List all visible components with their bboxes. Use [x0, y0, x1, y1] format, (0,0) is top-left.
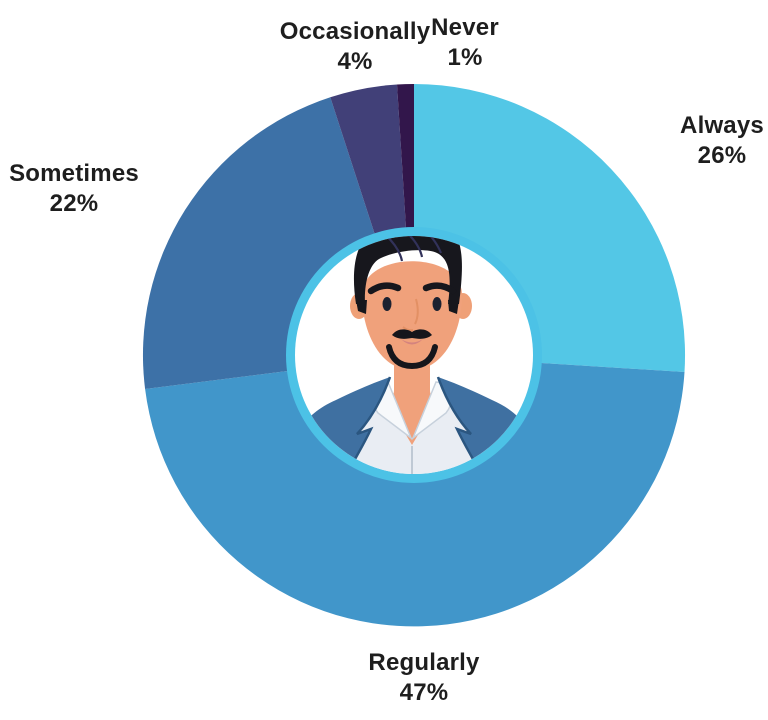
label-sometimes-name: Sometimes: [9, 160, 139, 187]
label-regularly: Regularly 47%: [368, 648, 479, 708]
eyebrow-left: [367, 282, 402, 295]
label-always: Always 26%: [680, 111, 764, 171]
label-occasionally-pct: 4%: [337, 48, 373, 75]
chin-beard: [386, 344, 438, 370]
label-regularly-name: Regularly: [368, 649, 480, 676]
label-regularly-pct: 47%: [399, 679, 449, 706]
hair-strands: [379, 236, 443, 262]
eye-right: [432, 297, 442, 311]
label-occasionally-name: Occasionally: [279, 18, 431, 45]
label-occasionally: Occasionally 4%: [280, 17, 430, 77]
donut-segment-regularly: [145, 355, 685, 627]
label-sometimes: Sometimes 22%: [9, 159, 139, 219]
eyebrow-right: [422, 282, 457, 295]
mustache: [392, 329, 432, 339]
label-always-pct: 26%: [697, 142, 747, 169]
nose: [402, 298, 419, 332]
eye-left: [382, 297, 392, 311]
label-never: Never 1%: [431, 13, 499, 73]
sideburns: [356, 300, 459, 314]
label-always-name: Always: [680, 112, 764, 139]
label-sometimes-pct: 22%: [49, 190, 99, 217]
lips: [401, 339, 423, 345]
label-never-pct: 1%: [447, 44, 483, 71]
label-never-name: Never: [431, 14, 499, 41]
